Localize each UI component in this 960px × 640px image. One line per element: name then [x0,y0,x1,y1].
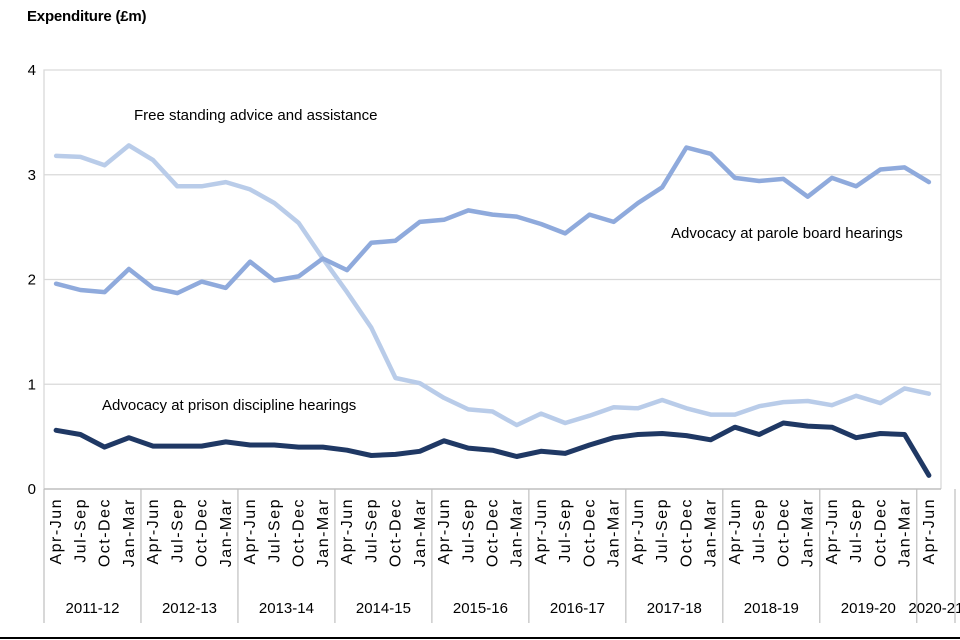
x-tick-label: Jul-Sep [557,498,574,563]
year-separators [43,489,956,623]
x-tick-label: Oct-Dec [291,498,308,567]
gridlines [44,174,941,385]
year-label: 2019-20 [841,600,896,617]
series-line-advocacy-at-parole-board-hearings [53,145,932,296]
x-tick-label: Jul-Sep [654,498,671,563]
x-tick-label: Apr-Jun [533,498,550,565]
x-tick-label: Oct-Dec [775,498,792,567]
x-tick-label: Apr-Jun [824,498,841,565]
x-tick-label: Jan-Mar [800,498,817,567]
x-tick-label: Apr-Jun [630,498,647,565]
year-label: 2012-13 [162,600,217,617]
year-label: 2015-16 [453,600,508,617]
x-axis-year-labels: 2011-12 2012-13 2013-14 2014-15 2015-16 2016-… [66,600,960,617]
series-label-parole-board-hearings: Advocacy at parole board hearings [671,225,903,242]
x-tick-label: Jan-Mar [315,498,332,567]
chart-title: Expenditure (£m) [27,8,147,25]
x-tick-label: Jul-Sep [848,498,865,563]
x-tick-label: Jul-Sep [72,498,89,563]
x-tick-label: Jul-Sep [460,498,477,563]
x-tick-label: Jan-Mar [606,498,623,567]
year-label: 2011-12 [66,600,120,617]
y-tick-label: 0 [28,481,36,498]
x-tick-label: Apr-Jun [727,498,744,565]
year-label: 2016-17 [550,600,605,617]
year-label: 2013-14 [259,600,314,617]
year-label: 2014-15 [356,600,411,617]
page-bottom-border [0,637,960,639]
x-tick-label: Oct-Dec [97,498,114,567]
x-tick-label: Jul-Sep [266,498,283,563]
x-tick-label: Apr-Jun [145,498,162,565]
x-tick-label: Oct-Dec [678,498,695,567]
x-tick-label: Apr-Jun [48,498,65,565]
year-label: 2020-21 [908,600,960,617]
series-label-free-standing-advice: Free standing advice and assistance [134,107,378,124]
x-tick-label: Apr-Jun [921,498,938,565]
x-tick-label: Jan-Mar [218,498,235,567]
year-label: 2018-19 [744,600,799,617]
x-tick-label: Jan-Mar [509,498,526,567]
x-tick-label: Oct-Dec [194,498,211,567]
series-line-advocacy-at-prison-discipline-hearings [53,420,932,478]
x-tick-label: Jul-Sep [363,498,380,563]
year-label: 2017-18 [647,600,702,617]
y-tick-label: 3 [28,167,36,184]
x-tick-label: Jul-Sep [751,498,768,563]
x-tick-label: Jul-Sep [169,498,186,563]
x-tick-label: Apr-Jun [242,498,259,565]
x-tick-label: Apr-Jun [339,498,356,565]
x-tick-label: Jan-Mar [897,498,914,567]
series-line-free-standing-advice-and-assistance [53,143,932,428]
x-tick-label: Jan-Mar [412,498,429,567]
x-tick-label: Apr-Jun [436,498,453,565]
x-tick-label: Jan-Mar [121,498,138,567]
y-tick-label: 4 [28,62,36,79]
x-axis-quarter-labels: Apr-Jun Jul-Sep Oct-Dec Jan-Mar Apr-Jun Jul-S… [48,498,938,567]
x-tick-label: Oct-Dec [485,498,502,567]
x-tick-label: Oct-Dec [388,498,405,567]
y-tick-label: 1 [28,376,36,393]
y-axis-labels: 0 1 2 3 4 [28,62,36,498]
x-tick-label: Jan-Mar [703,498,720,567]
series-label-prison-discipline-hearings: Advocacy at prison discipline hearings [102,397,357,414]
y-tick-label: 2 [28,272,36,289]
x-tick-label: Oct-Dec [872,498,889,567]
x-tick-label: Oct-Dec [582,498,599,567]
